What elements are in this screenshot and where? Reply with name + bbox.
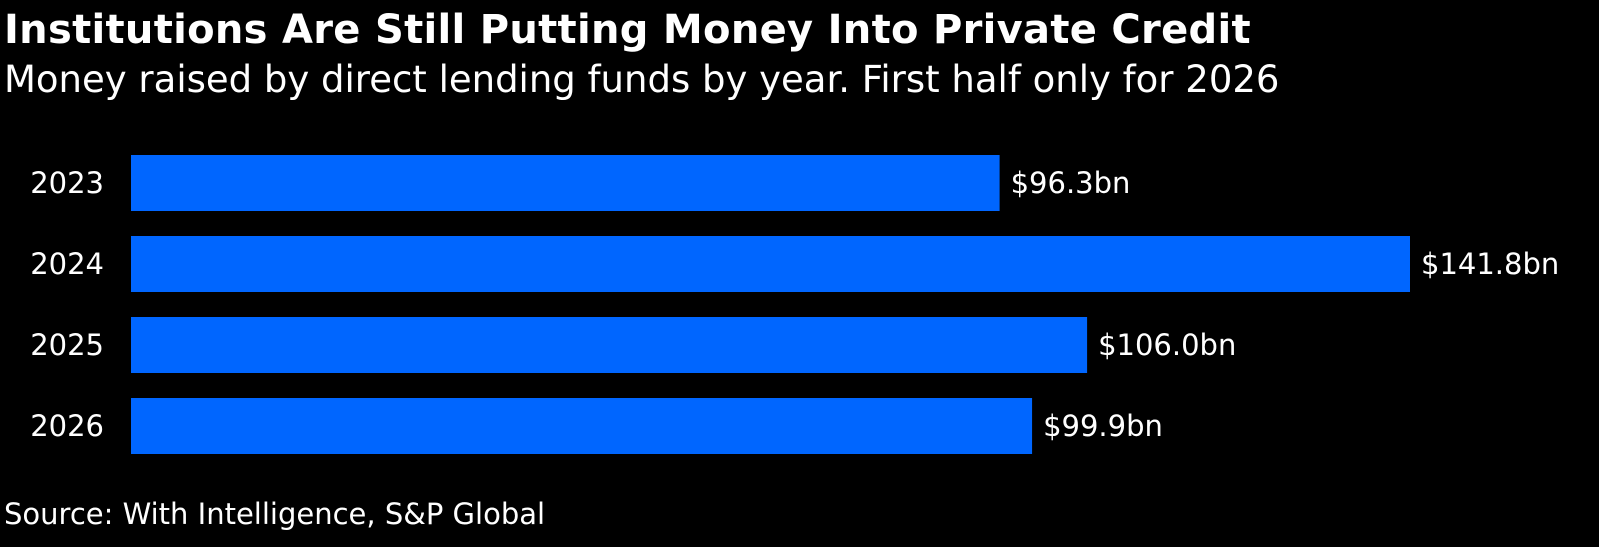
- y-tick-label-2024: 2024: [30, 247, 104, 281]
- source-note: Source: With Intelligence, S&P Global: [4, 497, 546, 531]
- data-label-2026: $99.9bn: [1043, 409, 1163, 443]
- bar-2026: [131, 398, 1033, 454]
- chart-subtitle: Money raised by direct lending funds by …: [4, 58, 1280, 101]
- bar-2025: [131, 317, 1088, 373]
- y-tick-label-2026: 2026: [30, 409, 104, 443]
- data-label-2023: $96.3bn: [1011, 166, 1131, 200]
- bar-2024: [131, 236, 1410, 292]
- y-tick-label-2023: 2023: [30, 166, 104, 200]
- chart-title: Institutions Are Still Putting Money Int…: [4, 7, 1251, 53]
- data-label-2025: $106.0bn: [1098, 328, 1236, 362]
- bar-2023: [131, 155, 1000, 211]
- data-label-2024: $141.8bn: [1421, 247, 1559, 281]
- y-tick-label-2025: 2025: [30, 328, 104, 362]
- bar-chart: 2023 $96.3bn 2024 $141.8bn 2025 $106.0bn 2026 $…: [30, 155, 1559, 454]
